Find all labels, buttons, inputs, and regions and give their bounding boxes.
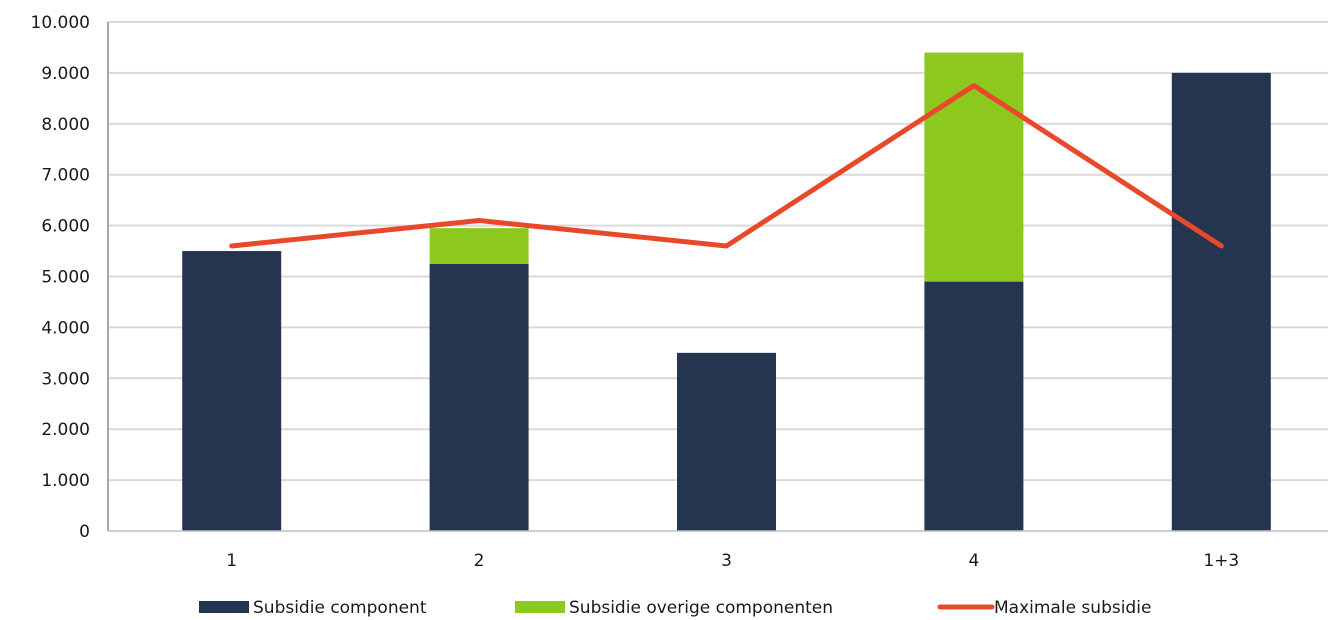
y-tick-label: 9.000 bbox=[41, 64, 90, 84]
bar-subsidie-component-3 bbox=[677, 352, 776, 531]
x-tick-label: 3 bbox=[721, 551, 732, 571]
legend-swatch-subsidie-overige-componenten bbox=[515, 601, 565, 613]
y-tick-label: 7.000 bbox=[41, 166, 90, 186]
bar-subsidie-overige-componenten-2 bbox=[429, 228, 529, 264]
y-tick-label: 0 bbox=[79, 522, 90, 542]
x-tick-label: 2 bbox=[474, 551, 485, 571]
y-tick-label: 1.000 bbox=[41, 471, 90, 491]
y-tick-label: 8.000 bbox=[41, 115, 90, 135]
x-tick-labels: 1 2 3 4 1+3 bbox=[226, 551, 1239, 571]
x-tick-label: 1+3 bbox=[1203, 551, 1239, 571]
bar-subsidie-component-4 bbox=[924, 281, 1024, 531]
legend-label-subsidie-overige-componenten: Subsidie overige componenten bbox=[569, 598, 833, 618]
x-tick-label: 1 bbox=[226, 551, 237, 571]
legend-label-subsidie-component: Subsidie component bbox=[253, 598, 427, 618]
y-tick-label: 10.000 bbox=[31, 13, 90, 33]
line-series bbox=[229, 83, 1224, 249]
y-tick-label: 2.000 bbox=[41, 420, 90, 440]
bar-subsidie-component-2 bbox=[429, 263, 529, 531]
legend-swatch-subsidie-component bbox=[199, 601, 249, 613]
y-tick-label: 5.000 bbox=[41, 268, 90, 288]
line-maximale-subsidie bbox=[229, 83, 1224, 249]
bar-subsidie-overige-componenten-4 bbox=[924, 52, 1024, 282]
x-tick-label: 4 bbox=[968, 551, 979, 571]
y-tick-label: 6.000 bbox=[41, 217, 90, 237]
axes bbox=[107, 22, 1328, 532]
legend-label-maximale-subsidie: Maximale subsidie bbox=[994, 598, 1151, 618]
gridlines bbox=[108, 21, 1328, 482]
y-tick-label: 4.000 bbox=[41, 318, 90, 338]
bars bbox=[182, 52, 1271, 532]
y-tick-labels: 0 1.000 2.000 3.000 4.000 5.000 6.000 7.000 8.00… bbox=[31, 13, 90, 542]
legend: Subsidie component Subsidie overige compo… bbox=[199, 598, 1151, 618]
bar-subsidie-component-1 bbox=[182, 251, 282, 532]
bar-subsidie-component-5 bbox=[1171, 72, 1271, 532]
y-tick-label: 3.000 bbox=[41, 369, 90, 389]
